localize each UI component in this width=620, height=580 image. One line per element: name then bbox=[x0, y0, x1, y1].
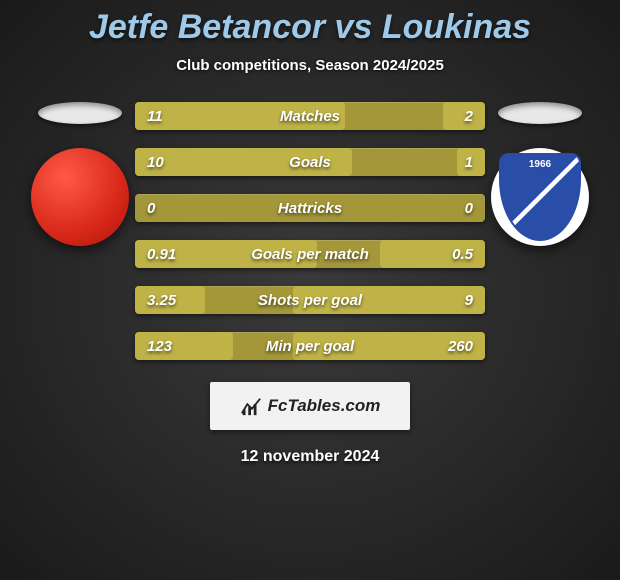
stat-value-right: 1 bbox=[425, 154, 485, 171]
date-label: 12 november 2024 bbox=[0, 448, 620, 466]
stat-metric: Shots per goal bbox=[195, 292, 425, 309]
stat-value-left: 123 bbox=[135, 338, 195, 355]
stat-value-right: 260 bbox=[425, 338, 485, 355]
stats-column: 11 Matches 2 10 Goals 1 0 Hattricks 0 0.… bbox=[135, 102, 485, 360]
player-photo-placeholder-right bbox=[498, 102, 582, 124]
stat-row: 123 Min per goal 260 bbox=[135, 332, 485, 360]
stat-metric: Goals bbox=[195, 154, 425, 171]
comparison-panel: 11 Matches 2 10 Goals 1 0 Hattricks 0 0.… bbox=[0, 102, 620, 360]
brand-badge: FcTables.com bbox=[210, 382, 410, 430]
stat-value-right: 0 bbox=[425, 200, 485, 217]
right-side: 1966 bbox=[485, 102, 595, 246]
stat-metric: Goals per match bbox=[195, 246, 425, 263]
stat-metric: Matches bbox=[195, 108, 425, 125]
stat-metric: Min per goal bbox=[195, 338, 425, 355]
stat-row: 3.25 Shots per goal 9 bbox=[135, 286, 485, 314]
stat-row: 0 Hattricks 0 bbox=[135, 194, 485, 222]
crest-year: 1966 bbox=[501, 159, 579, 170]
stat-value-left: 10 bbox=[135, 154, 195, 171]
stat-metric: Hattricks bbox=[195, 200, 425, 217]
club-crest-left bbox=[31, 148, 129, 246]
stat-value-left: 3.25 bbox=[135, 292, 195, 309]
subtitle: Club competitions, Season 2024/2025 bbox=[0, 57, 620, 74]
left-side bbox=[25, 102, 135, 246]
stat-value-left: 11 bbox=[135, 108, 195, 125]
player-photo-placeholder-left bbox=[38, 102, 122, 124]
chart-icon bbox=[240, 395, 262, 417]
club-crest-right: 1966 bbox=[491, 148, 589, 246]
stat-value-right: 0.5 bbox=[425, 246, 485, 263]
stat-value-right: 9 bbox=[425, 292, 485, 309]
stat-row: 11 Matches 2 bbox=[135, 102, 485, 130]
stat-value-left: 0.91 bbox=[135, 246, 195, 263]
stat-row: 0.91 Goals per match 0.5 bbox=[135, 240, 485, 268]
shield-icon: 1966 bbox=[499, 153, 581, 241]
page-title: Jetfe Betancor vs Loukinas bbox=[0, 0, 620, 47]
brand-label: FcTables.com bbox=[268, 396, 381, 416]
stat-value-right: 2 bbox=[425, 108, 485, 125]
stat-value-left: 0 bbox=[135, 200, 195, 217]
stat-row: 10 Goals 1 bbox=[135, 148, 485, 176]
